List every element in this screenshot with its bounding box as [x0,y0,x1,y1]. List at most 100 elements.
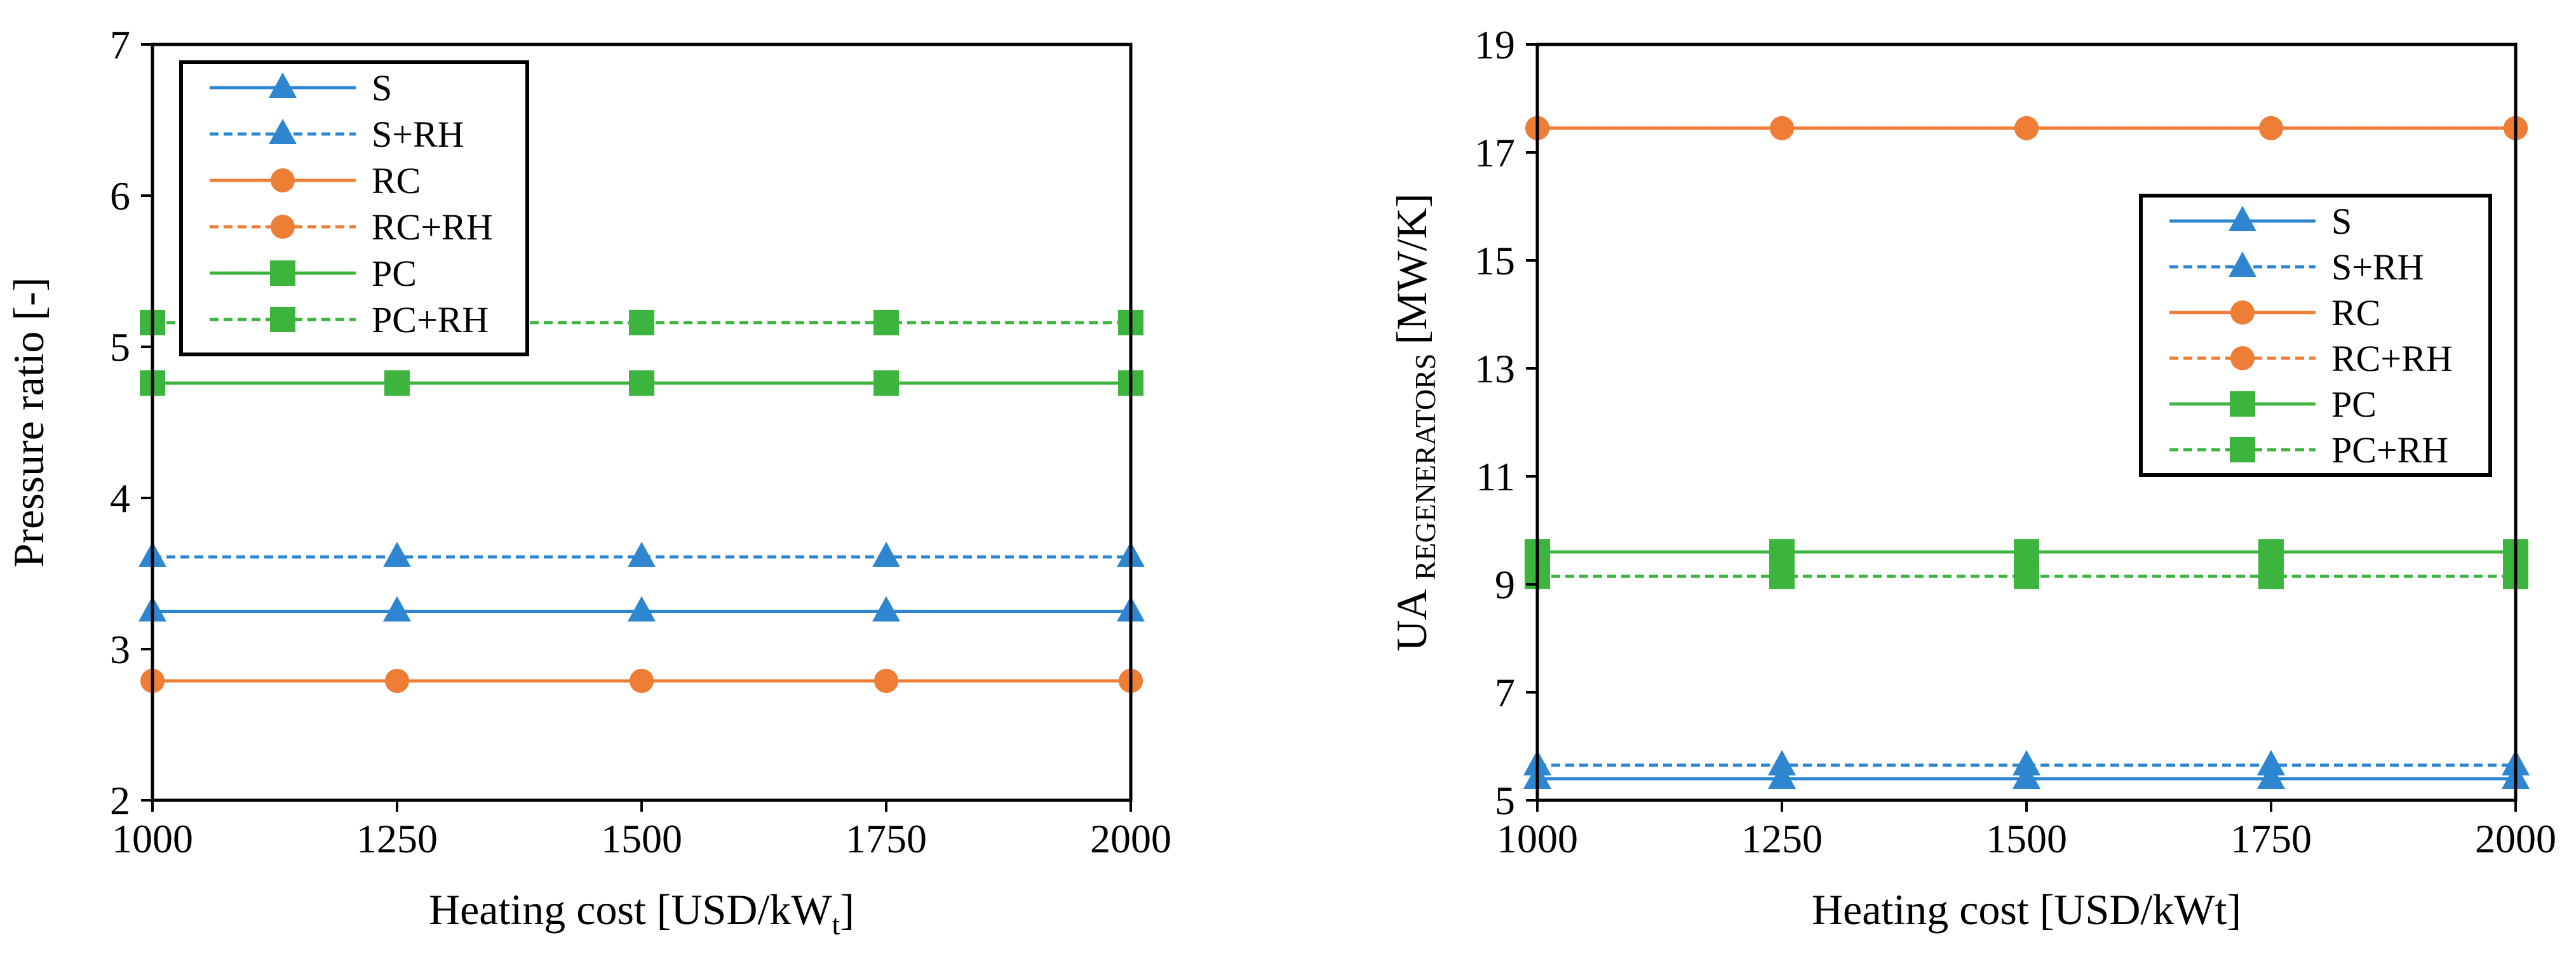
legend-item: RC [2169,292,2380,333]
x-tick-label: 1750 [846,816,927,861]
data-point [1770,116,1794,140]
series-pc [1525,539,2528,565]
legend-marker [269,119,297,144]
data-point [2014,539,2039,565]
data-point [1769,563,1795,589]
y-tick-label: 15 [1474,238,1515,283]
legend-label: PC [372,253,417,294]
legend-label: S+RH [372,114,464,155]
data-point [385,668,409,693]
data-point [2258,539,2284,565]
series-rc-rh [140,668,1143,693]
legend-marker [271,215,295,239]
data-point [2259,116,2283,140]
data-point [383,596,411,622]
y-tick-label: 19 [1474,22,1515,67]
y-tick-label: 5 [1495,778,1515,823]
data-point [2258,563,2284,589]
legend-label: S+RH [2331,246,2424,288]
legend-label: PC+RH [2331,429,2448,471]
series-s [138,596,1145,622]
legend-item: S+RH [210,114,464,155]
data-point [628,541,656,567]
legend-item: PC+RH [2169,429,2448,471]
x-tick-label: 1500 [1986,816,2067,861]
legend-label: S [2331,201,2352,242]
legend-item: RC+RH [2169,338,2453,379]
data-point [2014,563,2039,589]
series-s [1523,763,2530,789]
y-tick-label: 7 [110,22,130,67]
data-point [872,596,900,622]
y-tick-label: 13 [1474,346,1515,391]
y-tick-label: 7 [1495,670,1515,715]
legend-marker [270,260,295,286]
data-point [873,370,899,396]
x-tick-label: 1250 [356,816,438,861]
legend-item: PC [210,253,417,294]
y-axis-label: UAREGENERATORS[MW/K] [1387,193,1441,651]
data-point [2014,116,2039,140]
legend-item: PC+RH [210,299,489,340]
data-point [1769,539,1795,565]
series-pc-rh [1525,563,2528,589]
legend-item: RC+RH [210,206,493,248]
legend-box [179,60,529,356]
legend: S S+RH RC RC+RH PC PC+RH [179,60,529,356]
y-axis-label: Pressure ratio [-] [4,278,53,568]
data-point [1768,749,1796,776]
y-tick-label: 6 [110,173,130,218]
legend-label: RC+RH [2331,338,2453,379]
legend-marker [2230,437,2255,462]
data-point [629,309,654,335]
legend-marker [269,72,297,98]
y-tick-label: 9 [1495,562,1515,607]
data-point [384,370,410,396]
legend-box [2139,194,2492,477]
pressure-ratio-chart: 2 3 4 5 6 7 1000 1250 1500 1750 2000 Heating cost … [4,22,1171,941]
data-point [873,309,899,335]
legend-label: RC+RH [372,206,493,248]
legend-label: RC [372,160,421,201]
legend-item: S [2169,201,2352,242]
x-tick-label: 2000 [2475,816,2556,861]
data-point [2257,749,2285,776]
legend-marker [2229,252,2256,277]
x-axis-label: Heating cost [USD/kWt] [429,885,854,941]
x-axis-label: Heating cost [USD/kWt] [1812,885,2241,934]
legend-marker [2230,346,2255,370]
y-tick-label: 5 [110,325,130,370]
data-point [872,541,900,567]
y-tick-label: 3 [110,627,130,672]
y-tick-label: 11 [1476,454,1515,499]
x-tick-label: 1500 [601,816,682,861]
legend-marker [271,168,295,192]
data-point [1768,763,1796,789]
series-pc [140,370,1143,396]
data-point [2013,749,2040,776]
data-point [874,668,898,693]
x-tick-label: 1000 [112,816,193,861]
y-tick-label: 17 [1474,130,1515,175]
legend-item: PC [2169,384,2377,425]
x-tick-label: 1250 [1741,816,1823,861]
legend-label: S [372,67,392,109]
data-point [383,541,411,567]
legend-item: S [210,67,392,109]
y-tick-label: 4 [110,476,130,521]
ua-regenerators-chart: 5 7 9 11 13 15 17 19 1000 1250 1500 1750 2000 Heatin… [1387,22,2556,934]
legend-marker [2230,300,2255,325]
legend-marker [2230,391,2255,417]
x-tick-label: 2000 [1090,816,1171,861]
series-s-rh [138,541,1145,567]
legend-marker [2229,206,2256,231]
x-tick-label: 1000 [1497,816,1578,861]
legend-marker [270,307,295,332]
data-point [629,370,654,396]
data-point [630,668,654,693]
legend-label: PC [2331,384,2377,425]
data-point [2013,763,2040,789]
legend-item: RC [210,160,421,201]
